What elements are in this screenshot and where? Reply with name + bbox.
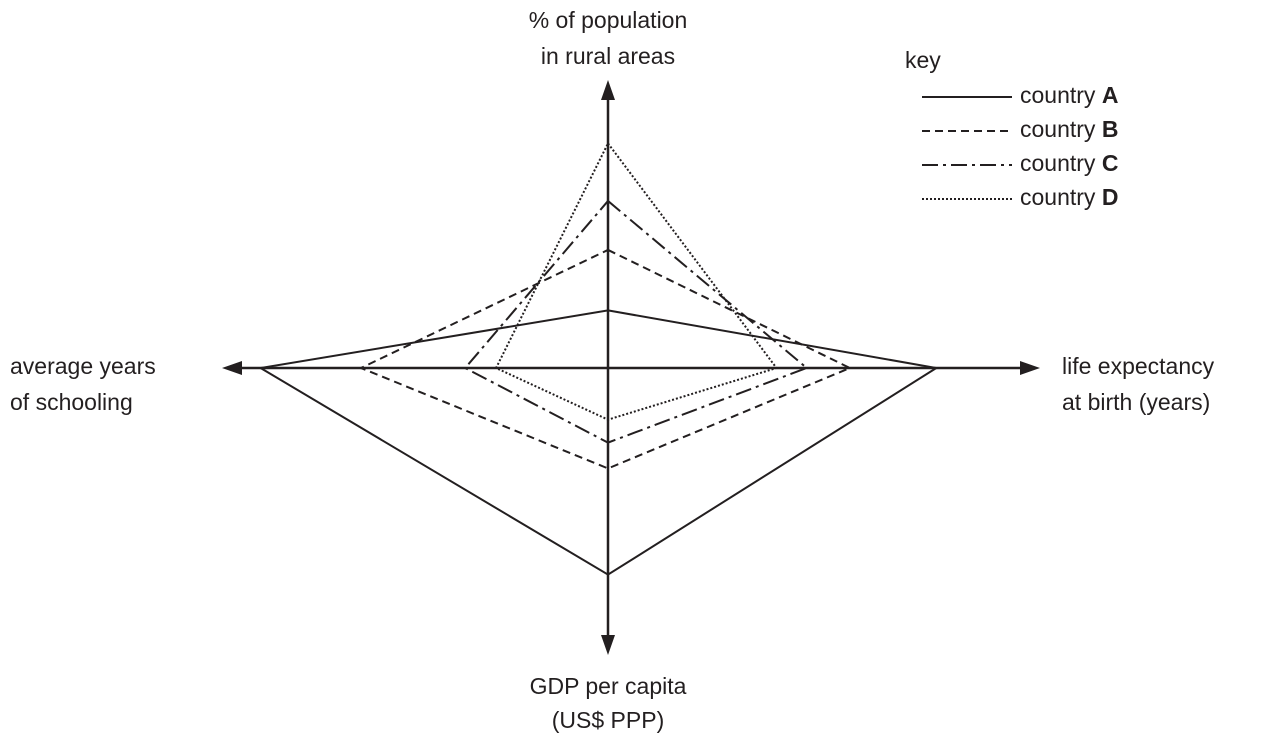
- axis-arrow: [222, 361, 242, 375]
- axis-label: average years: [10, 353, 156, 379]
- legend-label: country B: [1020, 116, 1118, 142]
- axis-arrow: [601, 80, 615, 100]
- series-outline: [257, 309, 940, 576]
- axis-label: life expectancy: [1062, 353, 1215, 379]
- axis-label: (US$ PPP): [552, 707, 664, 733]
- legend-label: country A: [1020, 82, 1118, 108]
- axis-arrow: [1020, 361, 1040, 375]
- axis-arrow: [601, 635, 615, 655]
- legend-label: country C: [1020, 150, 1118, 176]
- axis-label: of schooling: [10, 389, 133, 415]
- axis-label: at birth (years): [1062, 389, 1210, 415]
- series-outline: [358, 248, 853, 470]
- legend-label: country D: [1020, 184, 1118, 210]
- series-outline: [494, 141, 779, 421]
- axis-label: % of population: [529, 7, 688, 33]
- series-outline: [463, 199, 809, 444]
- legend-title: key: [905, 47, 941, 73]
- axis-label: GDP per capita: [530, 673, 687, 699]
- axis-label: in rural areas: [541, 43, 675, 69]
